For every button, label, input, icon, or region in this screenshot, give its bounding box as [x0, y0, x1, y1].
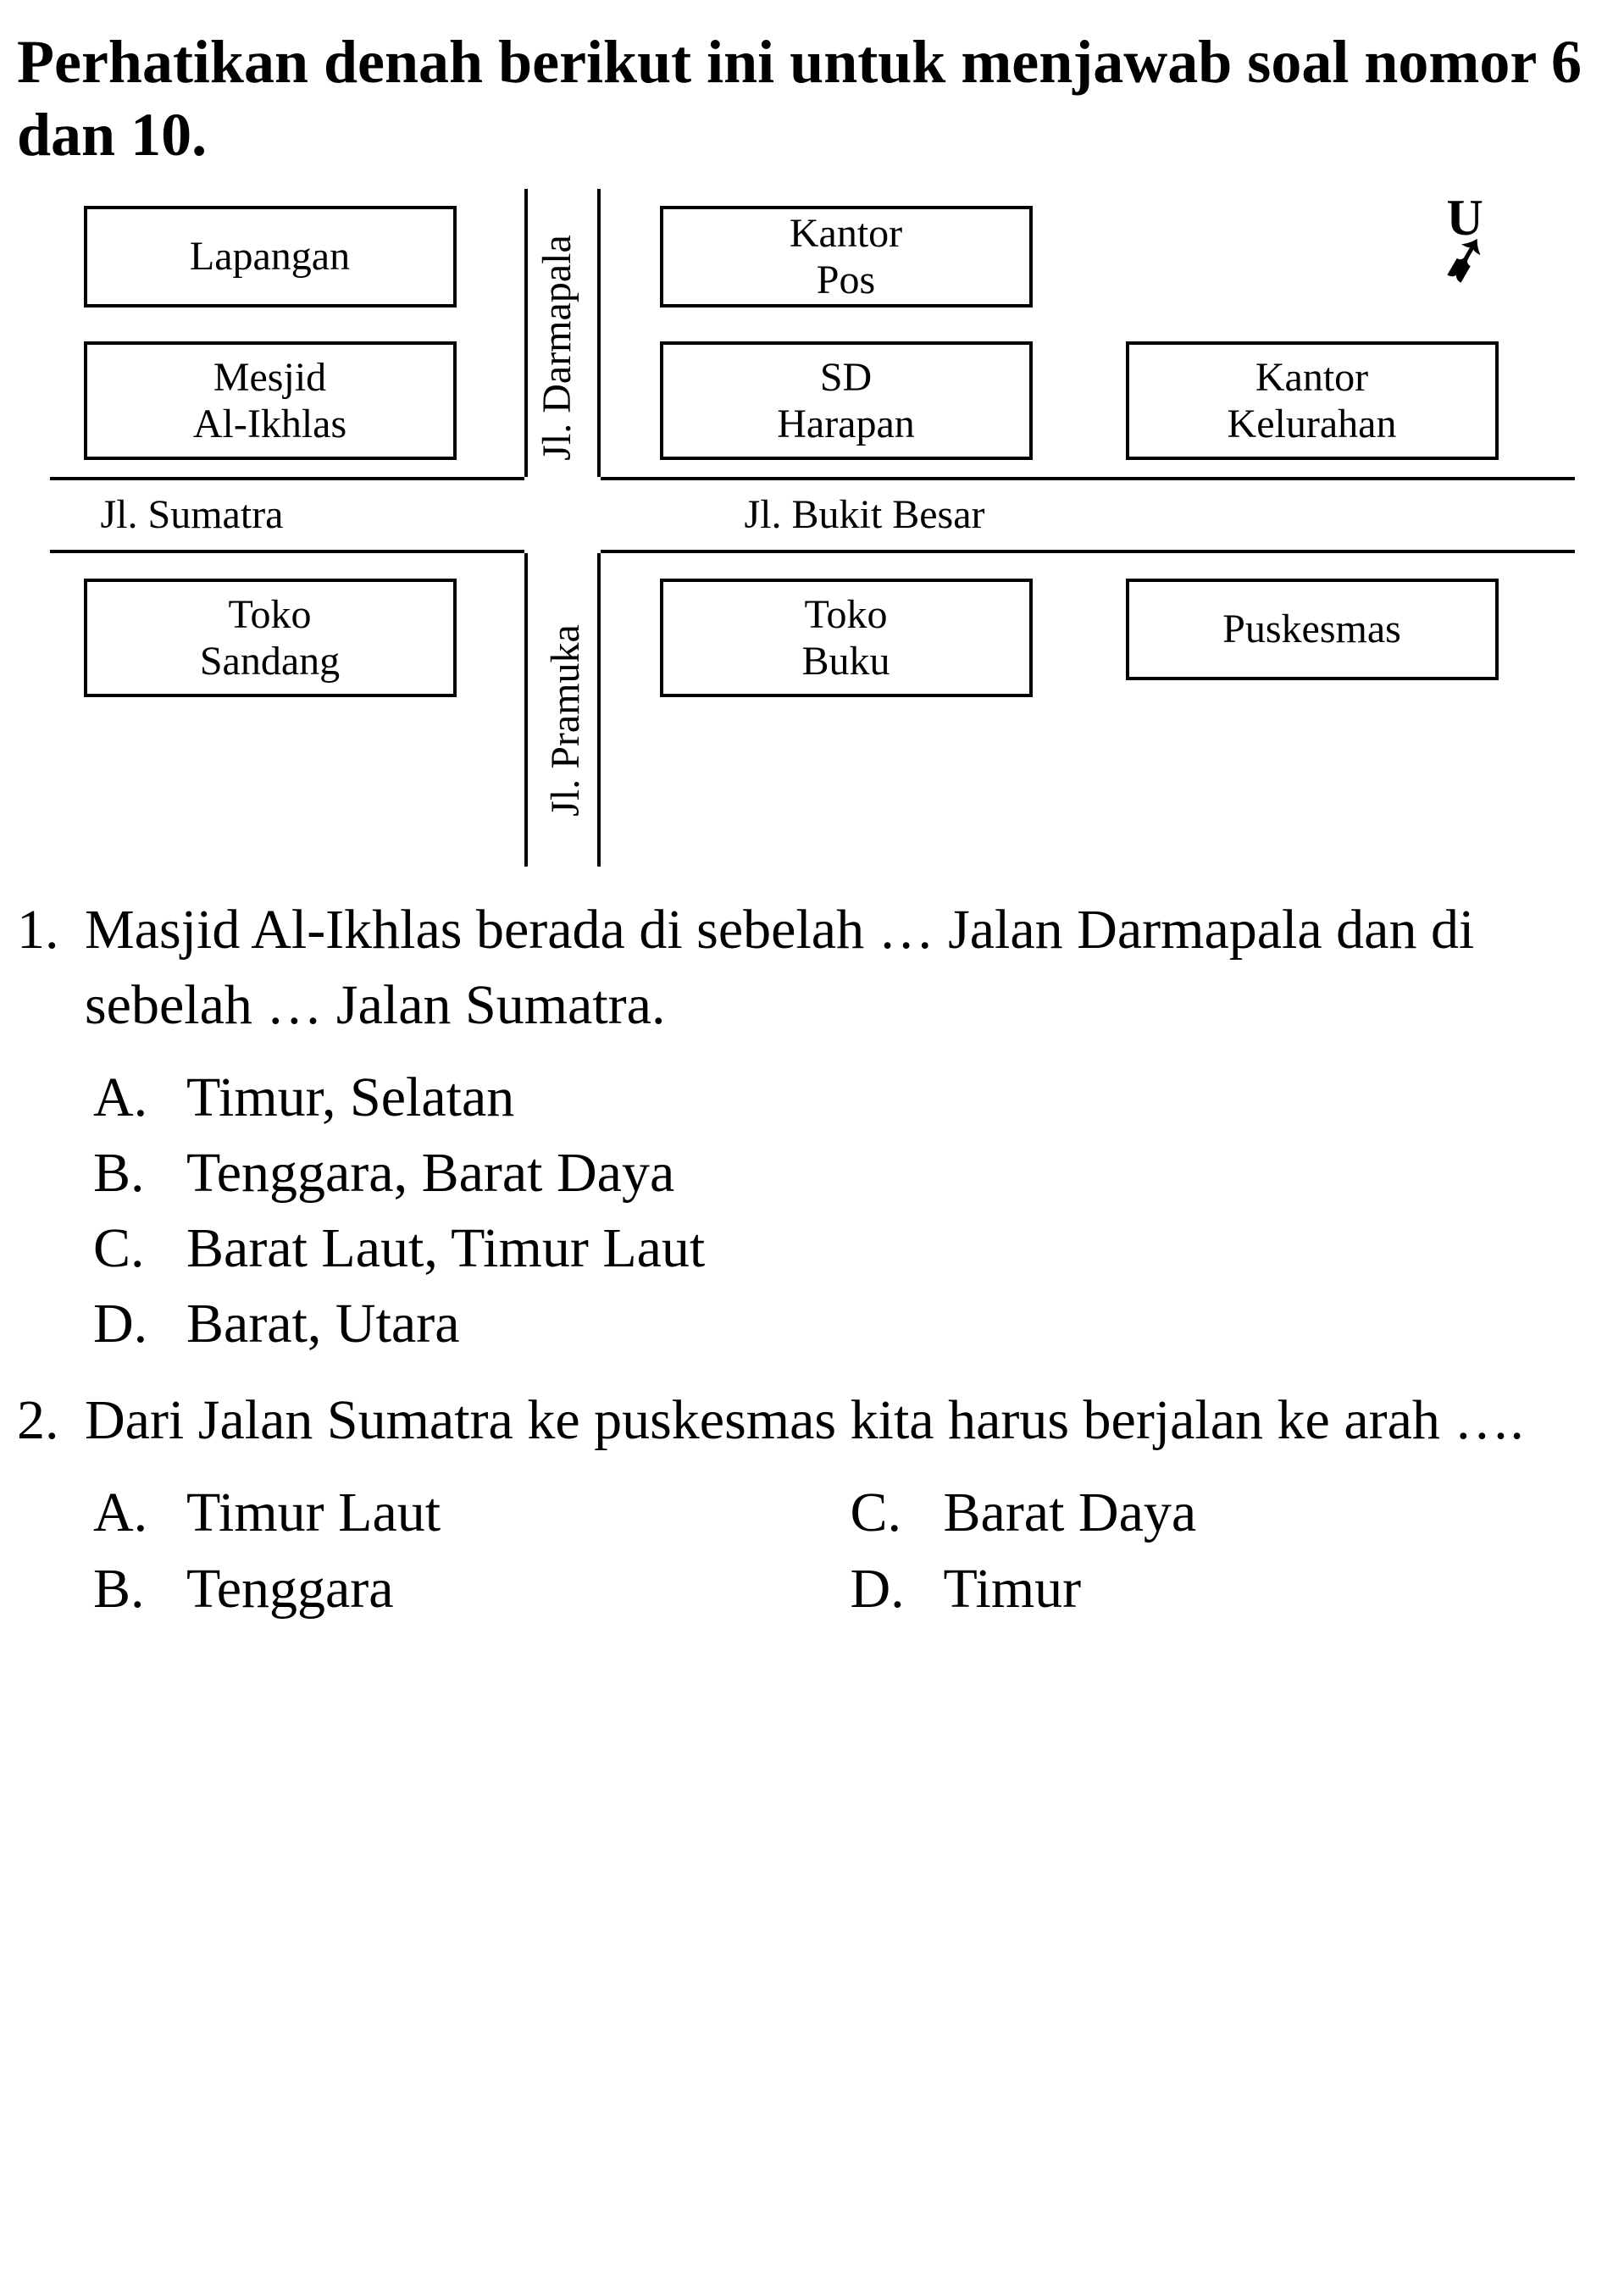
- question-1: 1. Masjid Al-Ikhlas berada di sebelah … …: [17, 892, 1607, 1043]
- box-kantor-pos: Kantor Pos: [660, 206, 1033, 307]
- road-bukit-besar-label: Jl. Bukit Besar: [745, 491, 985, 538]
- q1-option-d-text: Barat, Utara: [186, 1286, 460, 1361]
- q2-option-b-text: Tenggara: [186, 1551, 394, 1626]
- q2-option-d-text: Timur: [944, 1551, 1082, 1626]
- q2-option-a: A. Timur Laut: [93, 1475, 851, 1550]
- q2-option-c-letter: C.: [851, 1475, 918, 1550]
- road-sumatra-label: Jl. Sumatra: [101, 491, 284, 538]
- question-2-text: Dari Jalan Sumatra ke puskesmas kita har…: [85, 1382, 1607, 1458]
- q1-option-d-letter: D.: [93, 1286, 161, 1361]
- compass-icon: U ➹: [1440, 197, 1490, 280]
- q1-option-c-letter: C.: [93, 1211, 161, 1286]
- compass-arrow-icon: ➹: [1436, 232, 1494, 285]
- q1-option-a-letter: A.: [93, 1060, 161, 1135]
- box-toko-buku: Toko Buku: [660, 579, 1033, 697]
- q2-option-b-letter: B.: [93, 1551, 161, 1626]
- q2-option-a-letter: A.: [93, 1475, 161, 1550]
- q1-option-c: C. Barat Laut, Timur Laut: [93, 1211, 1607, 1286]
- question-2-options: A. Timur Laut B. Tenggara C. Barat Daya …: [17, 1475, 1607, 1626]
- box-mesjid: Mesjid Al-Ikhlas: [84, 341, 457, 460]
- road-pramuka-label: Jl. Pramuka: [541, 624, 588, 817]
- box-kelurahan: Kantor Kelurahan: [1126, 341, 1499, 460]
- q1-option-a-text: Timur, Selatan: [186, 1060, 514, 1135]
- road-bukit-besar: Jl. Bukit Besar: [601, 477, 1575, 553]
- q1-option-c-text: Barat Laut, Timur Laut: [186, 1211, 705, 1286]
- q1-option-b: B. Tenggara, Barat Daya: [93, 1135, 1607, 1211]
- question-1-text: Masjid Al-Ikhlas berada di sebelah … Jal…: [85, 892, 1607, 1043]
- intersection: [524, 477, 601, 553]
- q2-option-d-letter: D.: [851, 1551, 918, 1626]
- question-2: 2. Dari Jalan Sumatra ke puskesmas kita …: [17, 1382, 1607, 1458]
- q1-option-a: A. Timur, Selatan: [93, 1060, 1607, 1135]
- q2-option-c-text: Barat Daya: [944, 1475, 1197, 1550]
- q2-option-c: C. Barat Daya: [851, 1475, 1608, 1550]
- box-puskesmas: Puskesmas: [1126, 579, 1499, 680]
- heading: Perhatikan denah berikut ini untuk menja…: [17, 25, 1607, 172]
- question-1-number: 1.: [17, 892, 68, 1043]
- question-2-number: 2.: [17, 1382, 68, 1458]
- box-sd: SD Harapan: [660, 341, 1033, 460]
- road-sumatra: Jl. Sumatra: [50, 477, 524, 553]
- road-darmapala-label: Jl. Darmapala: [533, 235, 579, 461]
- q1-option-b-text: Tenggara, Barat Daya: [186, 1135, 674, 1211]
- map-diagram: U ➹ Jl. Darmapala Jl. Pramuka Jl. Sumatr…: [50, 189, 1575, 867]
- q2-option-d: D. Timur: [851, 1551, 1608, 1626]
- box-toko-sandang: Toko Sandang: [84, 579, 457, 697]
- q2-option-b: B. Tenggara: [93, 1551, 851, 1626]
- box-lapangan: Lapangan: [84, 206, 457, 307]
- q1-option-d: D. Barat, Utara: [93, 1286, 1607, 1361]
- q1-option-b-letter: B.: [93, 1135, 161, 1211]
- q2-option-a-text: Timur Laut: [186, 1475, 441, 1550]
- question-1-options: A. Timur, Selatan B. Tenggara, Barat Day…: [17, 1060, 1607, 1361]
